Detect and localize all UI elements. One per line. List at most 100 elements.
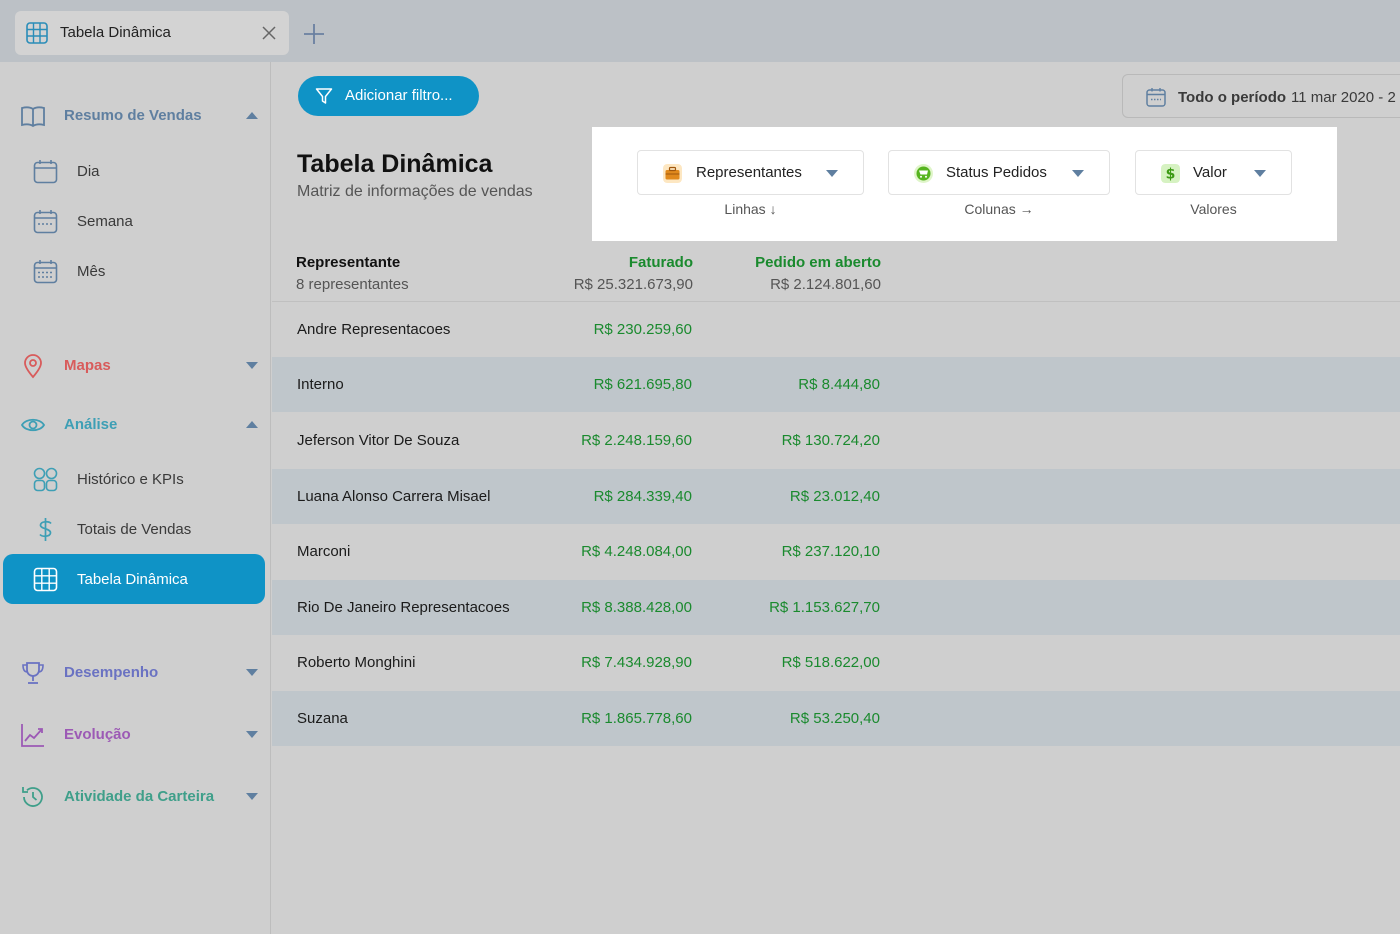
sidebar-item-label: Mês	[77, 263, 106, 280]
add-filter-label: Adicionar filtro...	[345, 87, 453, 104]
sidebar-section-desempenho[interactable]: Desempenho	[0, 653, 271, 693]
rows-dimension-select[interactable]: Representantes	[637, 150, 864, 195]
dollar-icon: $	[1161, 164, 1180, 183]
cell-name: Rio De Janeiro Representacoes	[297, 599, 510, 616]
dashboard-grid-icon	[33, 467, 58, 492]
columns-dimension-label: Status Pedidos	[946, 164, 1047, 181]
grid-icon	[33, 567, 58, 592]
sidebar: Resumo de Vendas Dia Semana Mê	[0, 62, 271, 934]
trend-chart-icon	[21, 724, 44, 747]
table-row[interactable]: Roberto Monghini R$ 7.434.928,90 R$ 518.…	[272, 635, 1400, 690]
cell-faturado: R$ 8.388.428,00	[581, 599, 692, 616]
sidebar-section-label: Evolução	[64, 726, 131, 743]
cell-name: Marconi	[297, 543, 351, 560]
close-icon[interactable]	[261, 25, 277, 41]
cell-aberto: R$ 130.724,20	[781, 432, 880, 449]
table-row[interactable]: Interno R$ 621.695,80 R$ 8.444,80	[272, 357, 1400, 412]
chevron-down-icon	[246, 731, 258, 738]
sidebar-section-label: Análise	[64, 416, 118, 433]
history-icon	[22, 787, 43, 807]
chevron-down-icon	[826, 170, 838, 177]
new-tab-icon[interactable]	[302, 22, 326, 46]
table-row[interactable]: Andre Representacoes R$ 230.259,60	[272, 302, 1400, 357]
period-date: 11 mar 2020 - 2	[1291, 89, 1396, 106]
cell-name: Roberto Monghini	[297, 654, 416, 671]
table-row[interactable]: Marconi R$ 4.248.084,00 R$ 237.120,10	[272, 524, 1400, 579]
sidebar-section-mapas[interactable]: Mapas	[0, 346, 271, 386]
sidebar-item-tabela-dinamica[interactable]: Tabela Dinâmica	[3, 554, 265, 604]
columns-caption: Colunas →	[964, 201, 1034, 217]
faturado-total: R$ 25.321.673,90	[573, 276, 693, 293]
sidebar-section-analise[interactable]: Análise	[0, 405, 271, 445]
tab-bar: Tabela Dinâmica	[0, 0, 1400, 62]
representantes-count: 8 representantes	[296, 276, 409, 293]
table-row[interactable]: Luana Alonso Carrera Misael R$ 284.339,4…	[272, 469, 1400, 524]
table-row[interactable]: Suzana R$ 1.865.778,60 R$ 53.250,40	[272, 691, 1400, 746]
sidebar-section-evolucao[interactable]: Evolução	[0, 715, 271, 755]
sidebar-section-label: Desempenho	[64, 664, 159, 681]
chevron-down-icon	[246, 669, 258, 676]
sidebar-section-label: Resumo de Vendas	[64, 107, 202, 124]
grid-icon	[26, 22, 48, 44]
sidebar-item-semana[interactable]: Semana	[0, 201, 271, 241]
page-title: Tabela Dinâmica	[297, 150, 493, 178]
pivot-config-panel: Representantes Linhas ↓ Status Pedidos C…	[592, 127, 1337, 241]
cell-aberto: R$ 518.622,00	[781, 654, 880, 671]
sidebar-item-label: Dia	[77, 163, 100, 180]
table-row[interactable]: Jeferson Vitor De Souza R$ 2.248.159,60 …	[272, 413, 1400, 468]
calendar-week-icon	[33, 210, 58, 234]
rows-dimension-label: Representantes	[696, 164, 802, 181]
calendar-month-icon	[33, 260, 58, 284]
sidebar-item-dia[interactable]: Dia	[0, 151, 271, 191]
cell-name: Suzana	[297, 710, 348, 727]
cell-faturado: R$ 1.865.778,60	[581, 710, 692, 727]
shopping-cart-icon	[914, 164, 933, 183]
table-row[interactable]: Rio De Janeiro Representacoes R$ 8.388.4…	[272, 580, 1400, 635]
sidebar-item-totais-de-vendas[interactable]: Totais de Vendas	[0, 509, 271, 549]
column-header-pedido-em-aberto[interactable]: Pedido em aberto	[755, 254, 881, 271]
values-measure-label: Valor	[1193, 164, 1227, 181]
tab-tabela-dinamica[interactable]: Tabela Dinâmica	[15, 11, 289, 55]
cell-aberto: R$ 23.012,40	[789, 488, 880, 505]
svg-text:$: $	[1166, 167, 1176, 183]
chevron-up-icon	[246, 112, 258, 119]
cell-aberto: R$ 8.444,80	[798, 376, 880, 393]
sidebar-section-resumo-de-vendas[interactable]: Resumo de Vendas	[0, 96, 271, 136]
period-label: Todo o período	[1178, 89, 1287, 106]
table-header: Representante 8 representantes Faturado …	[272, 245, 1400, 302]
cell-aberto: R$ 1.153.627,70	[769, 599, 880, 616]
column-header-representante[interactable]: Representante	[296, 254, 401, 271]
chevron-up-icon	[246, 421, 258, 428]
period-selector[interactable]: Todo o período 11 mar 2020 - 2	[1122, 74, 1400, 118]
sidebar-item-label: Tabela Dinâmica	[77, 571, 188, 588]
briefcase-icon	[663, 164, 682, 183]
main-content: Adicionar filtro... Todo o período 11 ma…	[272, 62, 1400, 934]
sidebar-item-label: Totais de Vendas	[77, 521, 192, 538]
sidebar-item-mes[interactable]: Mês	[0, 251, 271, 291]
sidebar-item-label: Histórico e KPIs	[77, 471, 184, 488]
column-header-faturado[interactable]: Faturado	[628, 254, 693, 271]
cell-faturado: R$ 4.248.084,00	[581, 543, 692, 560]
pedido-em-aberto-total: R$ 2.124.801,60	[770, 276, 881, 293]
chevron-down-icon	[246, 362, 258, 369]
columns-dimension-select[interactable]: Status Pedidos	[888, 150, 1110, 195]
add-filter-button[interactable]: Adicionar filtro...	[298, 76, 479, 116]
map-pin-icon	[24, 354, 42, 379]
sidebar-item-historico-e-kpis[interactable]: Histórico e KPIs	[0, 459, 271, 499]
cell-faturado: R$ 284.339,40	[593, 488, 692, 505]
sidebar-item-label: Semana	[77, 213, 133, 230]
cell-faturado: R$ 230.259,60	[593, 321, 692, 338]
calendar-icon	[1146, 88, 1166, 107]
values-caption: Valores	[1190, 201, 1237, 217]
filter-icon	[315, 88, 333, 104]
sidebar-section-label: Atividade da Carteira	[64, 788, 215, 805]
values-measure-select[interactable]: $ Valor	[1135, 150, 1292, 195]
cell-faturado: R$ 621.695,80	[593, 376, 692, 393]
page-subtitle: Matriz de informações de vendas	[297, 183, 533, 200]
sidebar-section-atividade-da-carteira[interactable]: Atividade da Carteira	[0, 777, 271, 817]
cell-name: Luana Alonso Carrera Misael	[297, 488, 491, 505]
trophy-icon	[22, 662, 44, 684]
chevron-down-icon	[1072, 170, 1084, 177]
tab-title: Tabela Dinâmica	[60, 24, 171, 41]
cell-faturado: R$ 2.248.159,60	[581, 432, 692, 449]
